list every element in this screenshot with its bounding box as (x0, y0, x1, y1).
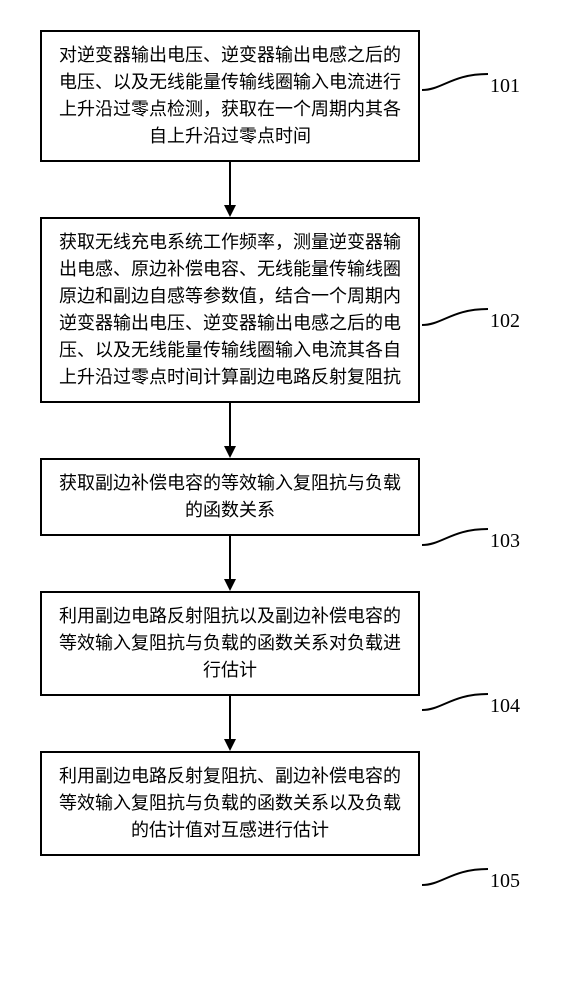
connector-curve-103 (422, 525, 488, 549)
step-label-105: 105 (490, 870, 520, 893)
step-label-103: 103 (490, 530, 520, 553)
arrow-4 (40, 696, 420, 751)
arrow-3 (40, 536, 420, 591)
step-text: 对逆变器输出电压、逆变器输出电感之后的电压、以及无线能量传输线圈输入电流进行上升… (59, 45, 401, 146)
step-box-101: 对逆变器输出电压、逆变器输出电感之后的电压、以及无线能量传输线圈输入电流进行上升… (40, 30, 420, 162)
step-box-105: 利用副边电路反射复阻抗、副边补偿电容的等效输入复阻抗与负载的函数关系以及负载的估… (40, 751, 420, 856)
connector-curve-105 (422, 865, 488, 889)
step-text: 利用副边电路反射复阻抗、副边补偿电容的等效输入复阻抗与负载的函数关系以及负载的估… (59, 766, 401, 840)
connector-curve-101 (422, 70, 488, 94)
step-box-104: 利用副边电路反射阻抗以及副边补偿电容的等效输入复阻抗与负载的函数关系对负载进行估… (40, 591, 420, 696)
step-text: 利用副边电路反射阻抗以及副边补偿电容的等效输入复阻抗与负载的函数关系对负载进行估… (59, 606, 401, 680)
step-box-102: 获取无线充电系统工作频率，测量逆变器输出电感、原边补偿电容、无线能量传输线圈原边… (40, 217, 420, 403)
step-box-103: 获取副边补偿电容的等效输入复阻抗与负载的函数关系 (40, 458, 420, 536)
connector-curve-104 (422, 690, 488, 714)
arrow-2 (40, 403, 420, 458)
connector-curve-102 (422, 305, 488, 329)
step-text: 获取副边补偿电容的等效输入复阻抗与负载的函数关系 (59, 473, 401, 520)
flowchart-container: 对逆变器输出电压、逆变器输出电感之后的电压、以及无线能量传输线圈输入电流进行上升… (40, 30, 520, 856)
step-label-104: 104 (490, 695, 520, 718)
step-text: 获取无线充电系统工作频率，测量逆变器输出电感、原边补偿电容、无线能量传输线圈原边… (59, 232, 401, 387)
step-label-101: 101 (490, 75, 520, 98)
arrow-1 (40, 162, 420, 217)
step-label-102: 102 (490, 310, 520, 333)
